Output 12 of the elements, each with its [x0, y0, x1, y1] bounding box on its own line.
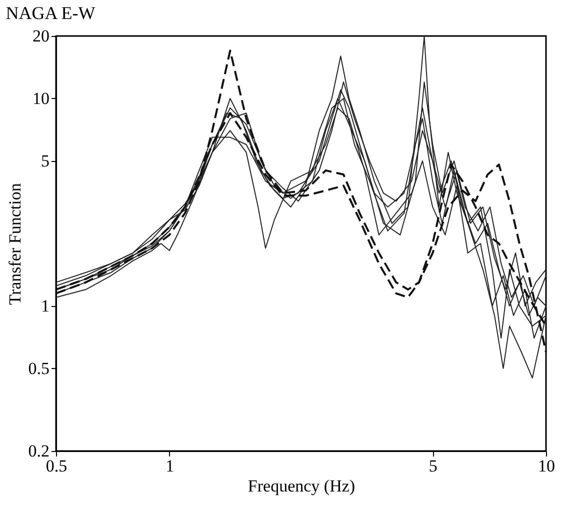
chart-title: NAGA E-W — [6, 3, 96, 23]
x-axis-title: Frequency (Hz) — [248, 476, 356, 496]
y-tick-label: 20 — [32, 26, 50, 46]
x-tick-label: 10 — [538, 456, 555, 476]
y-tick-label: 0.2 — [28, 442, 50, 460]
y-tick-label: 5 — [41, 151, 50, 170]
y-tick-label: 10 — [32, 88, 50, 108]
y-tick-label: 1 — [41, 296, 50, 316]
y-axis-title: Transfer Function — [5, 182, 24, 305]
x-tick-label: 1 — [166, 456, 174, 476]
y-tick-label: 0.5 — [28, 358, 50, 378]
x-tick-label: 5 — [428, 456, 438, 476]
